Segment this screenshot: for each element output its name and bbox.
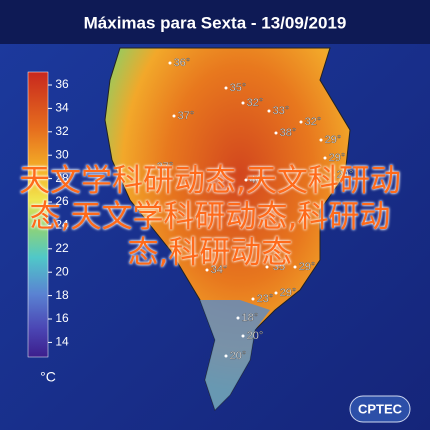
temperature-label: 35° <box>230 82 247 94</box>
logo: CPTEC <box>358 401 403 416</box>
station-dot <box>241 334 245 338</box>
station-dot <box>168 61 172 65</box>
temperature-label: 29° <box>325 134 342 146</box>
station-dot <box>205 268 209 272</box>
station-dot <box>251 297 255 301</box>
station-dot <box>236 316 240 320</box>
colorbar-label: 32 <box>55 124 69 138</box>
colorbar-label: 36 <box>55 77 69 91</box>
colorbar-label: 26 <box>55 194 69 208</box>
station-dot <box>224 86 228 90</box>
temperature-label: 20° <box>230 350 247 362</box>
station-dot <box>299 120 303 124</box>
temperature-label: 32° <box>305 116 322 128</box>
temperature-label: 29° <box>299 261 316 273</box>
temperature-label: 32° <box>247 97 264 109</box>
temperature-label: 37° <box>178 110 195 122</box>
station-dot <box>331 173 335 177</box>
temperature-label: 23° <box>257 293 274 305</box>
title-bar <box>0 0 430 44</box>
station-dot <box>319 138 323 142</box>
station-dot <box>265 265 269 269</box>
temperature-label: 29° <box>337 169 354 181</box>
colorbar-label: 18 <box>55 288 69 302</box>
temperature-label: 35 <box>273 261 285 273</box>
station-dot <box>323 156 327 160</box>
temperature-label: 36° <box>174 57 191 69</box>
colorbar-label: 20 <box>55 264 69 278</box>
colorbar-label: 28 <box>55 171 69 185</box>
station-dot <box>244 178 248 182</box>
colorbar-label: 22 <box>55 241 69 255</box>
overlay-text: 天文学科研动态,天文科研动态,天文学科研动态,科研动态,科研动态 <box>19 163 401 271</box>
colorbar-label: 24 <box>55 218 69 232</box>
temperature-label: 37° <box>157 161 174 173</box>
colorbar <box>27 71 49 358</box>
station-dot <box>274 291 278 295</box>
station-dot <box>293 265 297 269</box>
station-dot <box>241 101 245 105</box>
temperature-label: 20° <box>247 330 264 342</box>
station-dot <box>172 114 176 118</box>
temperature-label: 18° <box>242 312 259 324</box>
colorbar-label: 14 <box>55 335 69 349</box>
temperature-label: 34° <box>211 264 228 276</box>
temperature-label: 40° <box>250 174 267 186</box>
temperature-label: 29° <box>280 287 297 299</box>
colorbar-unit: °C <box>40 369 56 385</box>
temperature-label: 38° <box>280 127 297 139</box>
station-dot <box>267 109 271 113</box>
station-dot <box>151 165 155 169</box>
title: Máximas para Sexta - 13/09/2019 <box>84 13 347 32</box>
colorbar-label: 34 <box>55 101 69 115</box>
logo-badge <box>349 395 411 423</box>
station-dot <box>274 131 278 135</box>
temperature-label: 29° <box>329 152 346 164</box>
temperature-label: 33° <box>273 105 290 117</box>
colorbar-label: 30 <box>55 147 69 161</box>
colorbar-label: 16 <box>55 311 69 325</box>
station-dot <box>224 354 228 358</box>
south-region <box>200 300 270 410</box>
